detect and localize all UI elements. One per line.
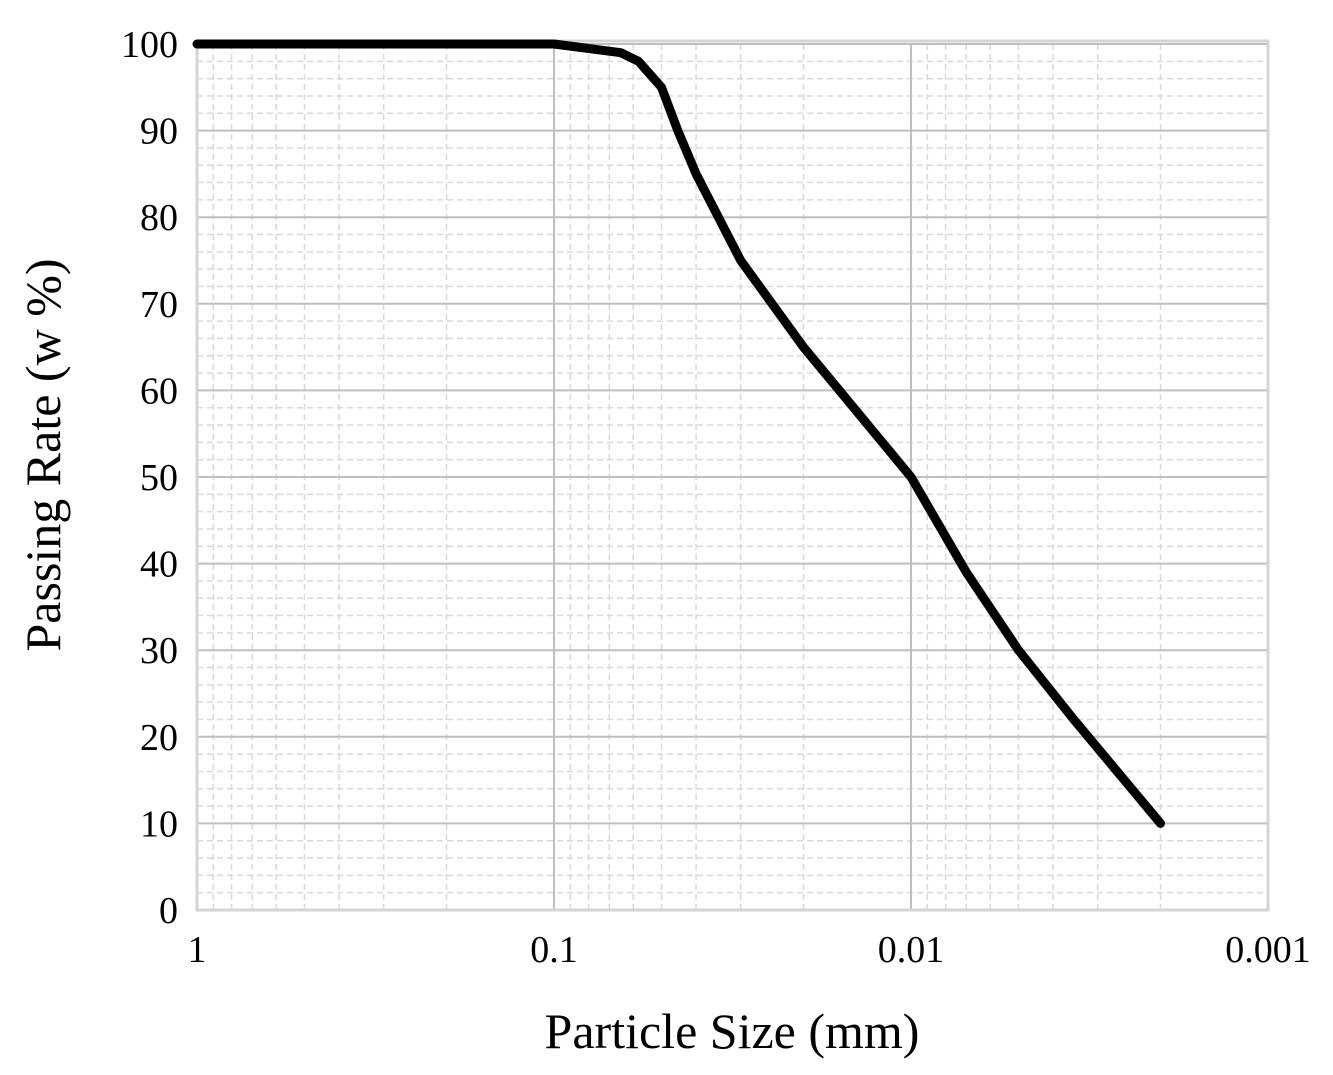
y-tick-label: 40 [140,544,178,586]
y-tick-label: 0 [159,890,178,932]
y-tick-label: 30 [140,630,178,672]
y-tick-label: 100 [121,24,178,66]
x-tick-label: 0.1 [530,929,578,971]
y-tick-label: 60 [140,370,178,412]
major-grid [196,43,1269,911]
y-tick-label: 20 [140,717,178,759]
y-axis-title: Passing Rate (w %) [15,259,71,652]
y-tick-label: 80 [140,197,178,239]
y-tick-label: 50 [140,457,178,499]
plot-area-border [195,39,1270,912]
y-tick-labels: 0 10 20 30 40 50 60 70 80 90 100 [121,24,178,932]
x-tick-label: 0.01 [878,929,945,971]
x-tick-label: 1 [188,929,207,971]
x-tick-labels: 1 0.1 0.01 0.001 [188,929,1311,971]
x-tick-label: 0.001 [1225,929,1311,971]
y-tick-label: 70 [140,284,178,326]
y-tick-label: 10 [140,803,178,845]
series-layer [192,39,1165,828]
x-axis-title: Particle Size (mm) [545,1003,920,1059]
y-tick-label: 90 [140,111,178,153]
passing-rate-curve-0 [192,39,1165,828]
